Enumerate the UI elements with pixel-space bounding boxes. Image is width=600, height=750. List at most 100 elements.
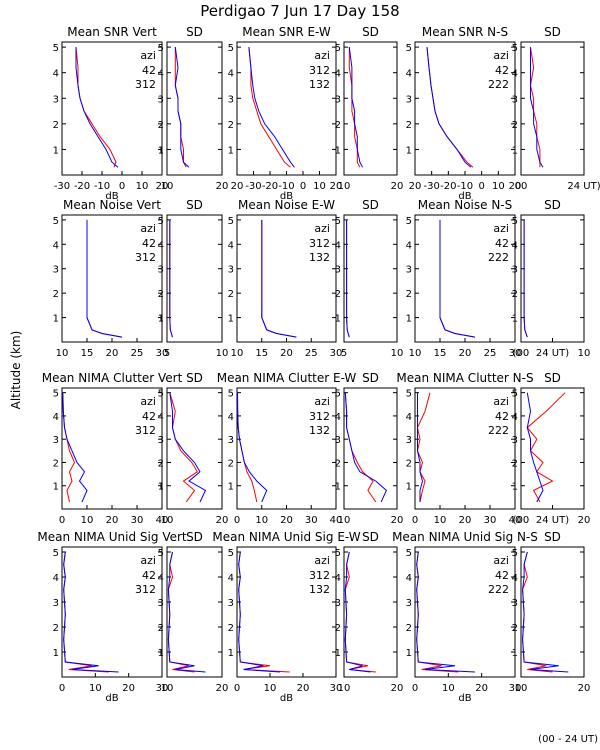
x-tick-label: 20 <box>391 515 404 526</box>
y-tick-label: 1 <box>228 314 234 325</box>
legend-header: azi <box>314 49 330 62</box>
x-tick-label: 20 <box>156 181 169 192</box>
series-line-312 <box>344 551 376 673</box>
x-tick-label: 20 <box>409 181 422 192</box>
y-tick-label: 5 <box>406 216 412 227</box>
y-tick-label: 2 <box>335 120 341 131</box>
y-tick-label: 2 <box>228 289 234 300</box>
panel-4-2: SD 1 2 3 4 5 10 20 <box>158 530 229 694</box>
x-tick-label: 0 <box>59 515 65 526</box>
x-tick-label: 0 <box>234 515 240 526</box>
series-line-222 <box>523 219 528 338</box>
legend-entry-132: 132 <box>309 424 330 437</box>
y-tick-label: 2 <box>335 458 341 469</box>
y-tick-label: 2 <box>158 120 164 131</box>
panel-3-2: SD 1 2 3 4 5 10 20 <box>158 371 229 526</box>
x-axis-label: dB <box>458 191 471 202</box>
panel-4-1: Mean NIMA Unid Sig Vert 1 2 3 4 5 0 10 20 30 dB azi… <box>37 530 187 704</box>
y-tick-label: 1 <box>406 314 412 325</box>
panel-frame <box>61 546 163 678</box>
series-line-222 <box>416 551 476 673</box>
y-tick-label: 1 <box>335 145 341 156</box>
y-tick-label: 3 <box>406 435 412 446</box>
panel-title: Mean SNR E-W <box>242 25 331 39</box>
y-tick-label: 1 <box>228 482 234 493</box>
panel-title: SD <box>186 530 203 544</box>
x-tick-label: 15 <box>434 348 447 359</box>
y-tick-label: 1 <box>512 314 518 325</box>
x-tick-label: 10 <box>338 683 351 694</box>
x-tick-label: 5 <box>164 348 170 359</box>
y-tick-label: 1 <box>335 314 341 325</box>
legend-entry-312: 312 <box>135 583 156 596</box>
y-tick-label: 4 <box>228 69 234 80</box>
y-tick-label: 3 <box>158 435 164 446</box>
legend-entry-222: 222 <box>488 424 509 437</box>
panel-title: SD <box>544 530 561 544</box>
x-tick-label: 20 <box>578 515 591 526</box>
series-line-132 <box>237 392 268 503</box>
y-tick-label: 4 <box>53 240 59 251</box>
x-tick-label: 30 <box>330 683 343 694</box>
panel-title: Mean NIMA Unid Sig N-S <box>392 530 538 544</box>
y-tick-label: 5 <box>158 548 164 559</box>
y-tick-label: 5 <box>335 43 341 54</box>
x-tick-label: -10 <box>457 181 473 192</box>
x-tick-label: -30 <box>54 181 70 192</box>
series-line-222 <box>526 392 544 503</box>
y-tick-label: 3 <box>158 598 164 609</box>
series-line-312 <box>238 551 290 673</box>
panel-title: Mean NIMA Unid Sig E-W <box>212 530 360 544</box>
series-line-42 <box>63 551 109 673</box>
x-tick-label: 30 <box>509 348 522 359</box>
legend-entry-42: 42 <box>142 569 156 582</box>
panel-title: Mean NIMA Unid Sig Vert <box>37 530 187 544</box>
y-tick-label: 2 <box>53 120 59 131</box>
series-line-222 <box>522 551 569 673</box>
x-tick-label: 0 <box>478 181 484 192</box>
y-tick-label: 3 <box>53 598 59 609</box>
legend-entry-132: 132 <box>309 78 330 91</box>
legend-header: azi <box>140 554 156 567</box>
y-tick-label: 4 <box>335 69 341 80</box>
y-tick-label: 5 <box>158 389 164 400</box>
series-line-42 <box>169 392 198 503</box>
x-tick-label: 0 <box>412 515 418 526</box>
y-tick-label: 1 <box>53 648 59 659</box>
x-tick-label: 15 <box>255 348 268 359</box>
y-tick-label: 5 <box>158 43 164 54</box>
y-tick-label: 2 <box>335 623 341 634</box>
x-tick-label: 10 <box>161 683 174 694</box>
y-tick-label: 3 <box>228 94 234 105</box>
y-tick-label: 5 <box>512 43 518 54</box>
y-tick-label: 1 <box>158 482 164 493</box>
series-line-132 <box>248 47 295 168</box>
y-tick-label: 5 <box>512 548 518 559</box>
x-tick-label: 24 UT) <box>536 348 569 359</box>
y-tick-label: 1 <box>335 648 341 659</box>
series-line-132 <box>348 47 364 168</box>
x-tick-label: 10 <box>264 683 277 694</box>
x-tick-label: 10 <box>89 683 102 694</box>
y-tick-label: 3 <box>406 598 412 609</box>
panel-title: Mean Noise Vert <box>63 198 161 212</box>
series-line-312 <box>169 392 207 503</box>
x-tick-label: -20 <box>440 181 456 192</box>
y-tick-label: 5 <box>228 389 234 400</box>
y-tick-label: 2 <box>53 289 59 300</box>
x-tick-label: 20 <box>216 515 229 526</box>
series-line-312 <box>261 219 297 338</box>
y-tick-label: 1 <box>512 648 518 659</box>
legend-entry-42: 42 <box>142 237 156 250</box>
panel-frame <box>236 546 337 678</box>
panel-title: Mean NIMA Clutter Vert <box>42 371 183 385</box>
x-tick-label: 10 <box>338 181 351 192</box>
x-tick-label: -20 <box>74 181 90 192</box>
legend-header: azi <box>493 49 509 62</box>
time-note: (00 - 24 UT) <box>538 734 598 745</box>
legend-entry-222: 222 <box>488 78 509 91</box>
